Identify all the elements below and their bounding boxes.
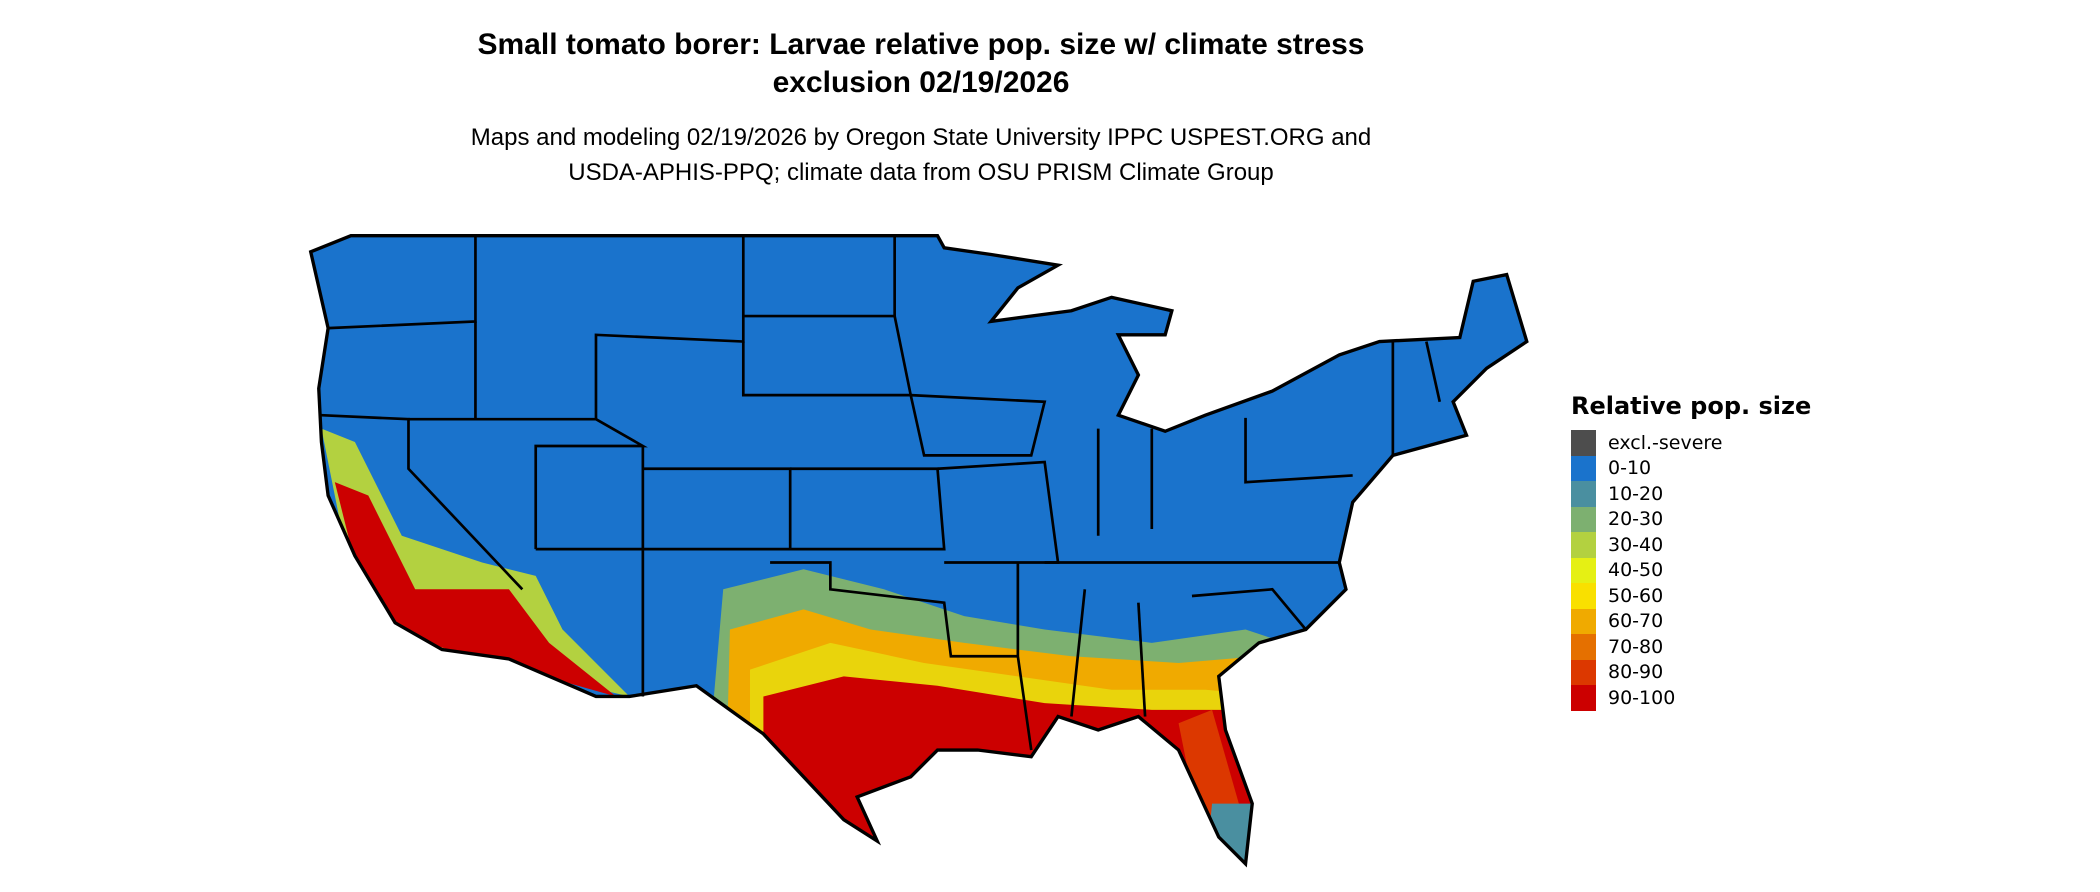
legend-item: 10-20 [1571,481,1811,507]
legend-label: 30-40 [1608,533,1664,556]
legend-swatch [1571,608,1596,634]
map-title-line2: exclusion 02/19/2026 [772,66,1070,99]
legend-label: 90-100 [1608,686,1676,709]
legend-label: 50-60 [1608,584,1664,607]
legend-swatch [1571,634,1596,660]
legend-item: 0-10 [1571,455,1811,481]
legend-item: 40-50 [1571,557,1811,583]
legend-item: 80-90 [1571,659,1811,685]
legend-item: 70-80 [1571,634,1811,660]
legend-label: 20-30 [1608,508,1664,531]
zone-90-100-southwest [334,482,617,697]
legend-items: excl.-severe 0-10 10-20 20-30 30-40 40-50 50-6… [1571,430,1811,711]
legend-item: 60-70 [1571,608,1811,634]
legend-item: 50-60 [1571,583,1811,609]
legend-swatch [1571,557,1596,583]
legend-label: 10-20 [1608,482,1664,505]
subtitle-line1: Maps and modeling 02/19/2026 by Oregon S… [470,124,1372,151]
legend-item: 90-100 [1571,685,1811,711]
map-title-line1: Small tomato borer: Larvae relative pop.… [477,28,1365,61]
legend-swatch [1571,430,1596,456]
legend-swatch [1571,659,1596,685]
legend-label: 60-70 [1608,610,1664,633]
legend-item: excl.-severe [1571,430,1811,456]
legend-swatch [1571,685,1596,711]
legend-swatch [1571,583,1596,609]
legend-swatch [1571,506,1596,532]
legend-swatch [1571,481,1596,507]
zone-0-10 [310,235,1527,864]
legend-label: 70-80 [1608,635,1664,658]
legend-item: 30-40 [1571,532,1811,558]
legend: Relative pop. size excl.-severe 0-10 10-20… [1571,392,1811,711]
subtitle-line2: USDA-APHIS-PPQ; climate data from OSU PR… [568,159,1274,186]
legend-title: Relative pop. size [1571,392,1812,420]
legend-label: 0-10 [1608,457,1652,480]
legend-swatch [1571,455,1596,481]
legend-item: 20-30 [1571,506,1811,532]
legend-swatch [1571,532,1596,558]
legend-label: 80-90 [1608,661,1664,684]
legend-label: 40-50 [1608,559,1664,582]
state-borders [321,234,1442,751]
legend-label: excl.-severe [1608,431,1723,454]
